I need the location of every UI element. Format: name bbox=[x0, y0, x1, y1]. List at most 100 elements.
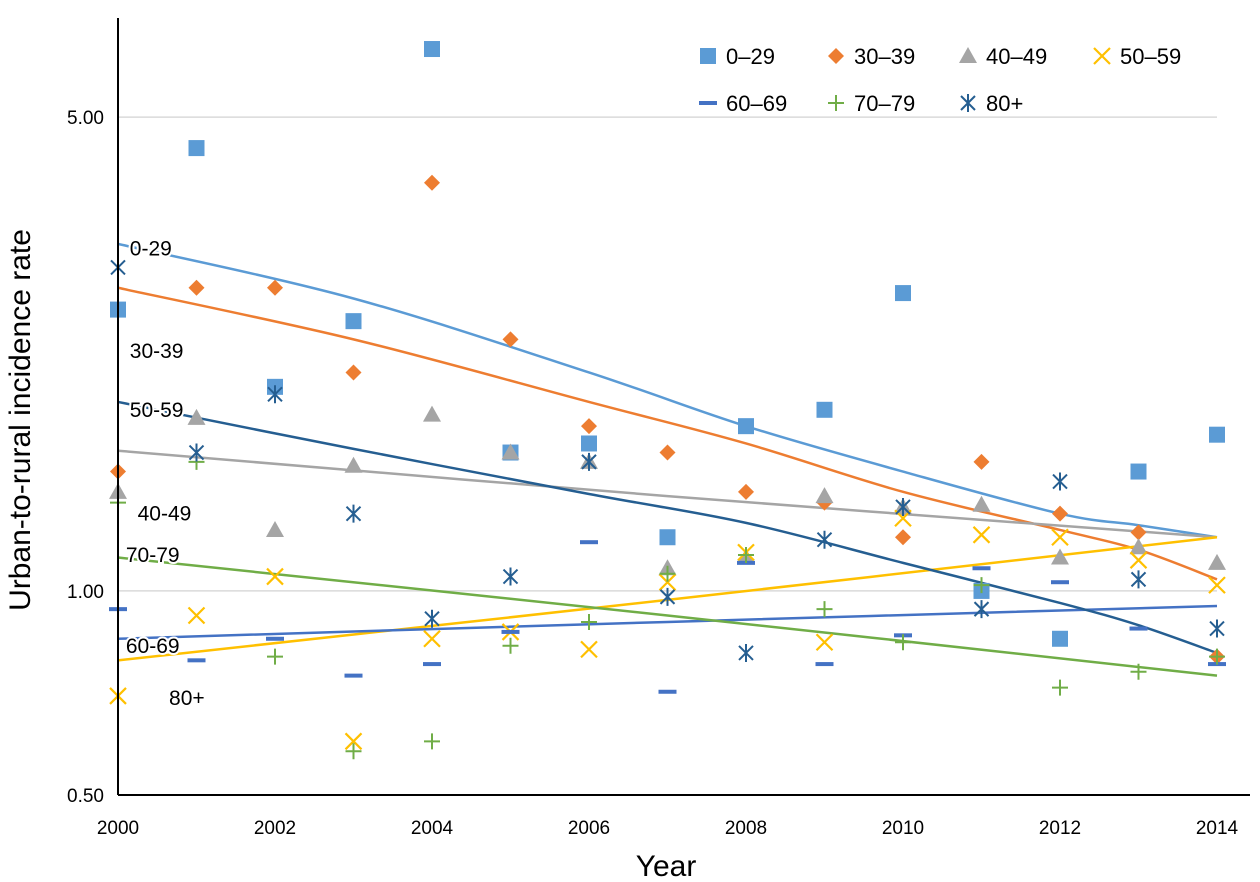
trend-line bbox=[117, 286, 1218, 581]
x-tick-label: 2012 bbox=[1039, 818, 1081, 839]
legend-marker bbox=[1093, 47, 1111, 65]
data-point bbox=[423, 662, 441, 667]
data-point bbox=[738, 546, 754, 563]
x-tick-label: 2008 bbox=[725, 818, 767, 839]
data-point bbox=[973, 600, 990, 619]
x-tick-label: 2006 bbox=[568, 818, 610, 839]
legend-marker bbox=[828, 95, 844, 111]
data-point bbox=[581, 418, 597, 435]
data-point bbox=[187, 408, 206, 425]
trend-line bbox=[117, 400, 1218, 655]
data-point bbox=[895, 529, 911, 546]
legend-label: 80+ bbox=[986, 91, 1023, 116]
data-point bbox=[501, 443, 520, 460]
data-point bbox=[580, 540, 598, 545]
legend-label: 0–29 bbox=[726, 44, 775, 69]
data-point bbox=[659, 529, 676, 546]
legend-label: 40–49 bbox=[986, 44, 1047, 69]
fit-label: 40-49 bbox=[138, 503, 192, 526]
data-point bbox=[424, 174, 440, 191]
data-point bbox=[501, 629, 520, 634]
legend-marker bbox=[828, 48, 844, 64]
axes bbox=[117, 18, 1250, 796]
fit-label: 50-59 bbox=[130, 399, 184, 422]
y-axis-title: Urban-to-rural incidence rate bbox=[4, 229, 37, 611]
data-point bbox=[738, 643, 754, 662]
x-axis-title: Year bbox=[636, 850, 697, 882]
data-point bbox=[266, 636, 284, 641]
legend: 0–29 30–39 40–49 50–59 60–69 70–79 80+ bbox=[699, 44, 1181, 116]
data-point bbox=[1130, 524, 1147, 541]
data-point bbox=[1130, 463, 1147, 480]
data-point bbox=[345, 313, 362, 330]
data-point bbox=[658, 573, 677, 591]
data-point bbox=[659, 444, 676, 461]
data-point bbox=[1052, 679, 1068, 696]
data-point bbox=[581, 435, 597, 452]
data-point bbox=[344, 673, 363, 678]
fit-label: 60-69 bbox=[126, 635, 180, 658]
data-point bbox=[187, 606, 206, 625]
x-tick-label: 2010 bbox=[882, 818, 924, 839]
data-points bbox=[109, 41, 1226, 760]
tick-labels: 2000 2002 2004 2006 2008 2010 2012 2014 0.50 1.00… bbox=[67, 108, 1239, 839]
data-point bbox=[1129, 538, 1148, 555]
data-point bbox=[895, 285, 911, 302]
data-point bbox=[424, 41, 440, 58]
data-point bbox=[816, 530, 833, 549]
x-tick-label: 2000 bbox=[97, 818, 139, 839]
legend-marker bbox=[960, 94, 976, 112]
data-point bbox=[1129, 626, 1148, 631]
legend-label: 50–59 bbox=[1120, 44, 1181, 69]
data-point bbox=[815, 633, 834, 652]
data-point bbox=[188, 443, 205, 462]
data-point bbox=[344, 732, 363, 751]
data-point bbox=[1209, 426, 1225, 443]
data-point bbox=[424, 609, 440, 628]
x-tick-label: 2014 bbox=[1196, 818, 1239, 839]
data-point bbox=[581, 613, 597, 630]
data-point bbox=[345, 743, 362, 760]
y-tick-label: 0.50 bbox=[67, 786, 104, 807]
data-point bbox=[581, 452, 597, 471]
x-tick-label: 2002 bbox=[254, 818, 296, 839]
data-point bbox=[502, 331, 519, 348]
data-point bbox=[1051, 548, 1069, 565]
data-point bbox=[423, 629, 441, 648]
data-point bbox=[815, 662, 834, 667]
data-point bbox=[1130, 570, 1147, 589]
data-point bbox=[1208, 553, 1226, 570]
data-point bbox=[187, 658, 206, 663]
data-point bbox=[738, 418, 754, 435]
data-point bbox=[423, 405, 441, 422]
data-point bbox=[267, 385, 283, 404]
data-point bbox=[1051, 528, 1069, 547]
data-point bbox=[344, 456, 363, 473]
data-point bbox=[738, 483, 754, 500]
legend-label: 30–39 bbox=[854, 44, 915, 69]
data-point bbox=[345, 364, 362, 381]
data-point bbox=[659, 565, 676, 582]
data-point bbox=[895, 497, 911, 516]
data-point bbox=[972, 526, 991, 544]
fit-label: 0-29 bbox=[130, 237, 172, 260]
data-point bbox=[1052, 472, 1068, 491]
data-point bbox=[188, 140, 205, 157]
data-point bbox=[1209, 648, 1225, 665]
fit-label: 80+ bbox=[169, 687, 205, 710]
gridlines bbox=[118, 116, 1217, 592]
data-point bbox=[345, 504, 362, 523]
fit-label: 30-39 bbox=[130, 340, 184, 363]
fit-label: 70-79 bbox=[126, 544, 180, 567]
trend-line bbox=[117, 556, 1218, 677]
data-point bbox=[1209, 619, 1225, 638]
legend-marker bbox=[959, 47, 977, 63]
x-tick-label: 2004 bbox=[411, 818, 454, 839]
fit-labels: 0-29 30-39 50-59 40-49 70-79 60-69 80+ bbox=[124, 235, 207, 712]
data-point bbox=[1130, 663, 1147, 680]
data-point bbox=[1051, 580, 1069, 585]
legend-marker bbox=[699, 101, 717, 105]
data-point bbox=[502, 637, 519, 654]
data-point bbox=[1129, 551, 1148, 569]
